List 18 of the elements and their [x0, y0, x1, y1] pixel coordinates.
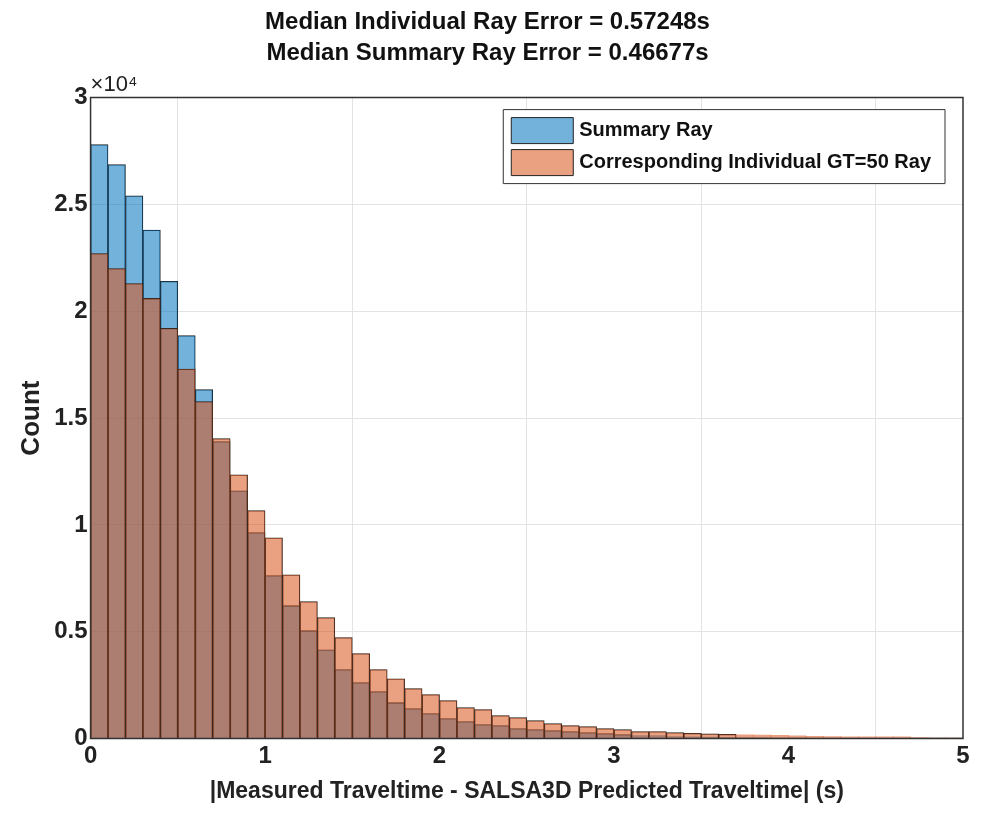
y-tick-label: 1.5 — [54, 402, 88, 430]
x-tick-label: 5 — [956, 740, 970, 768]
y-tick-label: 3 — [74, 82, 88, 110]
y-tick-label: 1 — [74, 509, 88, 537]
chart-title: Median Individual Ray Error = 0.57248s — [265, 7, 710, 35]
y-axis-title: Count — [14, 380, 45, 456]
x-tick-label: 2 — [432, 740, 447, 768]
y-tick-label: 2 — [74, 295, 88, 323]
legend-label: Summary Ray — [579, 118, 714, 141]
x-axis-title: |Measured Traveltime - SALSA3D Predicted Traveltime| (s) — [209, 776, 844, 803]
text: ×10⁴ — [90, 70, 138, 96]
legend-label: Corresponding Individual GT=50 Ray — [579, 150, 932, 173]
y-tick-label: 0.5 — [54, 616, 88, 644]
y-tick-label: 2.5 — [54, 189, 88, 217]
x-tick-label: 3 — [607, 740, 621, 768]
x-tick-label: 1 — [258, 740, 272, 768]
chart-subtitle: Median Summary Ray Error = 0.46677s — [266, 37, 709, 65]
x-tick-label: 4 — [781, 740, 796, 768]
